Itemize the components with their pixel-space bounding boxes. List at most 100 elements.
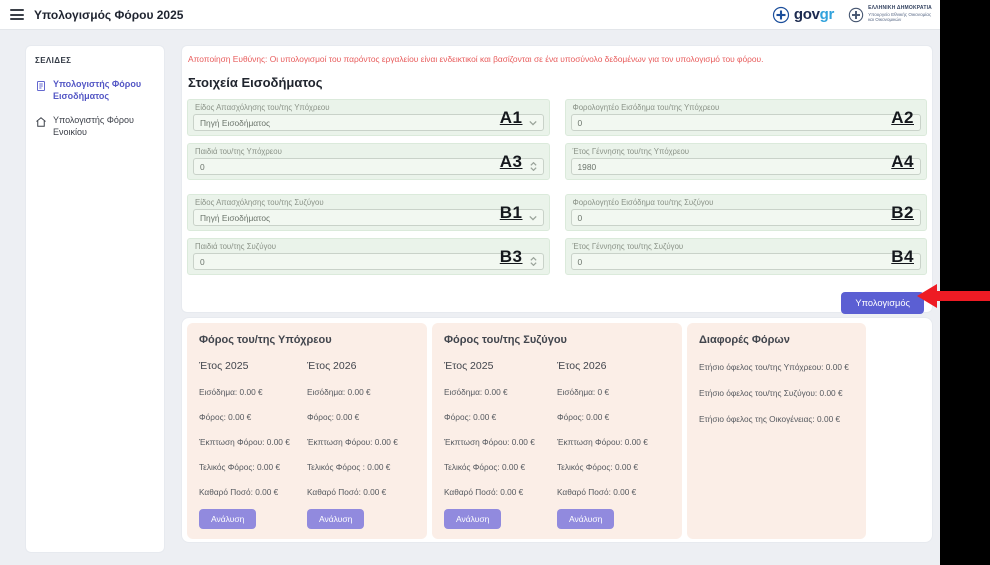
greek-emblem-icon — [772, 6, 790, 24]
disclaimer-text: Αποποίηση Ευθύνης: Οι υπολογισμοί του πα… — [188, 54, 764, 64]
analysis-button[interactable]: Ανάλυση — [444, 509, 502, 529]
result-row: Έκπτωση Φόρου: 0.00 € — [199, 437, 290, 447]
employment-type-taxpayer-select[interactable]: Πηγή Εισοδήματος — [193, 114, 544, 131]
result-row: Έκπτωση Φόρου: 0.00 € — [557, 437, 648, 447]
sidebar-item-income-tax-calculator[interactable]: Υπολογιστής Φόρου Εισοδήματος — [35, 79, 155, 102]
field-children-spouse: Παιδιά του/της Συζύγου 0 B3 — [187, 238, 550, 275]
analysis-button[interactable]: Ανάλυση — [557, 509, 615, 529]
annotation-A4: A4 — [891, 152, 914, 171]
red-arrow-annotation — [917, 284, 990, 308]
right-black-strip — [940, 0, 990, 565]
result-row: Εισόδημα: 0.00 € — [199, 387, 263, 397]
field-label: Έτος Γέννησης του/της Συζύγου — [572, 242, 684, 251]
field-taxable-income-taxpayer: Φορολογητέο Εισόδημα του/της Υπόχρεου 0 … — [564, 99, 927, 136]
field-label: Έτος Γέννησης του/της Υπόχρεου — [572, 147, 690, 156]
field-label: Παιδιά του/της Συζύγου — [195, 242, 276, 251]
year-label: Έτος 2025 — [444, 360, 494, 372]
children-taxpayer-stepper[interactable]: 0 — [193, 158, 544, 175]
result-row: Εισόδημα: 0.00 € — [444, 387, 508, 397]
field-taxable-income-spouse: Φορολογητέο Εισόδημα του/της Συζύγου 0 B… — [564, 194, 927, 231]
annotation-B3: B3 — [499, 247, 523, 266]
chevron-down-icon — [528, 120, 537, 126]
sidebar-item-rent-tax-calculator[interactable]: Υπολογιστής Φόρου Ενοικίου — [35, 115, 155, 138]
difference-line: Ετήσιο όφελος του/της Συζύγου: 0.00 € — [699, 388, 843, 398]
field-label: Παιδιά του/της Υπόχρεου — [195, 147, 282, 156]
result-row: Τελικός Φόρος: 0.00 € — [199, 462, 281, 472]
result-row: Φόρος: 0.00 € — [557, 412, 610, 422]
results-section: Φόρος του/της Υπόχρεου Έτος 2025 Εισόδημ… — [181, 317, 933, 543]
field-children-taxpayer: Παιδιά του/της Υπόχρεου 0 A3 — [187, 143, 550, 180]
stepper-arrows-icon[interactable] — [529, 162, 537, 171]
difference-line: Ετήσιο όφελος της Οικογένειας: 0.00 € — [699, 414, 841, 424]
stepper-arrows-icon[interactable] — [529, 257, 537, 266]
year-label: Έτος 2026 — [557, 360, 607, 372]
year-label: Έτος 2025 — [199, 360, 249, 372]
birth-year-spouse-input[interactable]: 0 — [570, 253, 921, 270]
result-row: Καθαρό Ποσό: 0.00 € — [444, 487, 524, 497]
app-header: Υπολογισμός Φόρου 2025 govgr ΕΛΛΗΝΙΚΗ ΔΗ… — [0, 0, 940, 30]
taxable-income-spouse-input[interactable]: 0 — [570, 209, 921, 226]
page-title: Υπολογισμός Φόρου 2025 — [34, 7, 184, 22]
panel-title: Φόρος του/της Συζύγου — [444, 334, 567, 346]
year-column-2025: Έτος 2025 Εισόδημα: 0.00 € Φόρος: 0.00 €… — [444, 346, 557, 529]
result-row: Εισόδημα: 0.00 € — [307, 387, 371, 397]
greek-emblem-icon — [848, 7, 864, 23]
taxpayer-tax-panel: Φόρος του/της Υπόχρεου Έτος 2025 Εισόδημ… — [187, 323, 427, 539]
result-row: Τελικός Φόρος : 0.00 € — [307, 462, 391, 472]
field-label: Είδος Απασχόλησης του/της Συζύγου — [195, 198, 324, 207]
result-row: Έκπτωση Φόρου: 0.00 € — [307, 437, 398, 447]
sidebar-item-label: Υπολογιστής Φόρου Εισοδήματος — [53, 79, 142, 101]
receipt-icon — [35, 80, 47, 92]
field-label: Φορολογητέο Εισόδημα του/της Υπόχρεου — [572, 103, 720, 112]
govgr-logo: govgr — [772, 6, 834, 24]
govgr-gov-text: gov — [793, 6, 820, 23]
annotation-A1: A1 — [499, 108, 523, 127]
spouse-tax-panel: Φόρος του/της Συζύγου Έτος 2025 Εισόδημα… — [432, 323, 682, 539]
children-spouse-stepper[interactable]: 0 — [193, 253, 544, 270]
result-row: Φόρος: 0.00 € — [199, 412, 252, 422]
calculate-button[interactable]: Υπολογισμός — [841, 292, 924, 314]
result-row: Τελικός Φόρος: 0.00 € — [557, 462, 639, 472]
income-form: Είδος Απασχόλησης του/της Υπόχρεου Πηγή … — [187, 99, 927, 275]
tax-differences-panel: Διαφορές Φόρων Ετήσιο όφελος του/της Υπό… — [687, 323, 866, 539]
field-label: Φορολογητέο Εισόδημα του/της Συζύγου — [572, 198, 714, 207]
ministry-subtitle: και Οικονομικών — [868, 17, 902, 23]
year-label: Έτος 2026 — [307, 360, 357, 372]
ministry-logo: ΕΛΛΗΝΙΚΗ ΔΗΜΟΚΡΑΤΙΑ Υπουργείο Εθνικής Οι… — [848, 6, 932, 22]
year-column-2026: Έτος 2026 Εισόδημα: 0.00 € Φόρος: 0.00 €… — [307, 346, 415, 529]
chevron-down-icon — [528, 215, 537, 221]
year-column-2026: Έτος 2026 Εισόδημα: 0 € Φόρος: 0.00 € Έκ… — [557, 346, 670, 529]
panel-title: Διαφορές Φόρων — [699, 334, 790, 346]
field-birth-year-taxpayer: Έτος Γέννησης του/της Υπόχρεου 1980 A4 — [564, 143, 927, 180]
field-employment-type-taxpayer: Είδος Απασχόλησης του/της Υπόχρεου Πηγή … — [187, 99, 550, 136]
taxable-income-taxpayer-input[interactable]: 0 — [570, 114, 921, 131]
result-row: Καθαρό Ποσό: 0.00 € — [307, 487, 387, 497]
analysis-button[interactable]: Ανάλυση — [307, 509, 365, 529]
result-row: Έκπτωση Φόρου: 0.00 € — [444, 437, 535, 447]
annotation-B4: B4 — [891, 247, 914, 266]
year-column-2025: Έτος 2025 Εισόδημα: 0.00 € Φόρος: 0.00 €… — [199, 346, 307, 529]
birth-year-taxpayer-input[interactable]: 1980 — [570, 158, 921, 175]
result-row: Φόρος: 0.00 € — [444, 412, 497, 422]
employment-type-spouse-select[interactable]: Πηγή Εισοδήματος — [193, 209, 544, 226]
ministry-name: ΕΛΛΗΝΙΚΗ ΔΗΜΟΚΡΑΤΙΑ — [868, 5, 932, 12]
field-birth-year-spouse: Έτος Γέννησης του/της Συζύγου 0 B4 — [564, 238, 927, 275]
annotation-A3: A3 — [499, 152, 523, 171]
home-icon — [35, 116, 47, 128]
panel-title: Φόρος του/της Υπόχρεου — [199, 334, 332, 346]
difference-line: Ετήσιο όφελος του/της Υπόχρεου: 0.00 € — [699, 362, 849, 372]
annotation-B1: B1 — [499, 203, 523, 222]
analysis-button[interactable]: Ανάλυση — [199, 509, 257, 529]
sidebar-heading: ΣΕΛΙΔΕΣ — [35, 56, 72, 65]
result-row: Καθαρό Ποσό: 0.00 € — [199, 487, 279, 497]
sidebar-item-label: Υπολογιστής Φόρου Ενοικίου — [53, 115, 134, 138]
menu-icon[interactable] — [10, 9, 24, 20]
annotation-B2: B2 — [891, 203, 914, 222]
result-row: Φόρος: 0.00 € — [307, 412, 360, 422]
income-data-card: Αποποίηση Ευθύνης: Οι υπολογισμοί του πα… — [181, 45, 933, 314]
field-employment-type-spouse: Είδος Απασχόλησης του/της Συζύγου Πηγή Ε… — [187, 194, 550, 231]
result-row: Καθαρό Ποσό: 0.00 € — [557, 487, 637, 497]
section-title: Στοιχεία Εισοδήματος — [188, 75, 323, 90]
field-label: Είδος Απασχόλησης του/της Υπόχρεου — [195, 103, 330, 112]
annotation-A2: A2 — [891, 108, 914, 127]
